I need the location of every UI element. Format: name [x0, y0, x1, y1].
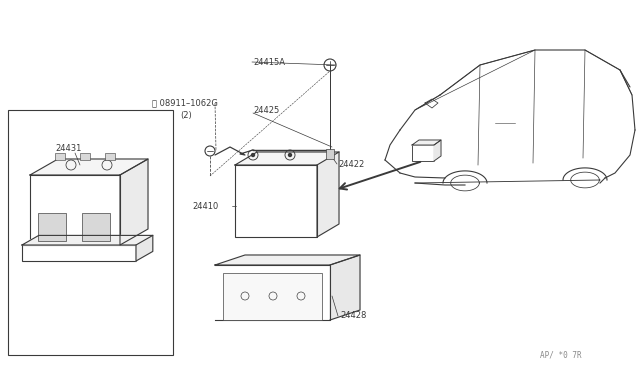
Polygon shape: [136, 235, 153, 261]
Text: 24410: 24410: [192, 202, 218, 211]
Text: 24431: 24431: [55, 144, 81, 153]
Polygon shape: [317, 152, 339, 237]
Text: AP/ *0 7R: AP/ *0 7R: [540, 351, 582, 360]
Text: 24415A: 24415A: [253, 58, 285, 67]
Polygon shape: [215, 265, 330, 320]
Text: (2): (2): [180, 110, 192, 119]
Polygon shape: [412, 140, 441, 145]
Bar: [55, 153, 65, 160]
Bar: [326, 149, 334, 159]
Polygon shape: [434, 140, 441, 161]
Bar: [412, 145, 434, 161]
Polygon shape: [235, 152, 339, 165]
Bar: [82, 213, 110, 241]
Bar: [235, 165, 317, 237]
Polygon shape: [22, 235, 153, 245]
Circle shape: [252, 154, 255, 157]
Bar: [223, 273, 322, 320]
Bar: [8, 110, 173, 355]
Bar: [38, 213, 66, 241]
Bar: [80, 153, 90, 160]
Polygon shape: [120, 159, 148, 245]
Polygon shape: [30, 159, 148, 175]
Bar: [30, 175, 120, 245]
Bar: [105, 153, 115, 160]
Polygon shape: [215, 255, 360, 265]
Polygon shape: [330, 255, 360, 320]
Text: 24428: 24428: [340, 311, 366, 321]
Text: Ⓝ 08911–1062G: Ⓝ 08911–1062G: [152, 99, 218, 108]
Circle shape: [289, 154, 291, 157]
Text: 24425: 24425: [253, 106, 279, 115]
Bar: [22, 245, 136, 261]
Text: 24422: 24422: [338, 160, 364, 169]
